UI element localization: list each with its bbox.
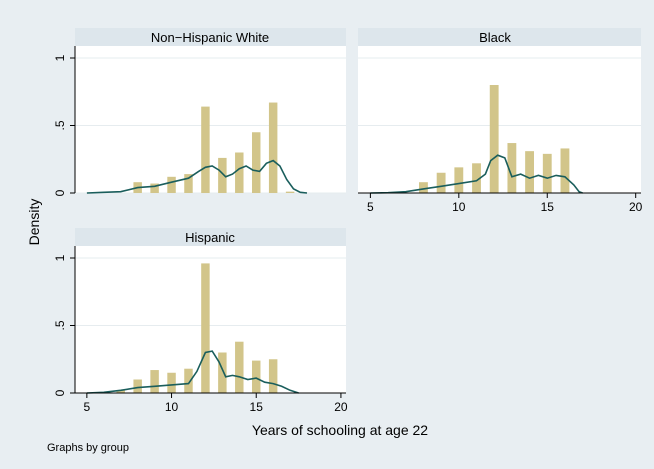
y-tick-label: 1: [53, 254, 67, 261]
bar: [201, 263, 210, 393]
panel-hispanic: Hispanic 0.51 5 10 15 20: [53, 228, 348, 414]
bar: [436, 172, 446, 193]
bar: [251, 360, 261, 393]
x-tick-label: 15: [541, 200, 555, 214]
y-axis-title: Density: [26, 199, 42, 246]
x-tick-label: 20: [629, 200, 643, 214]
panel-title: Non−Hispanic White: [151, 30, 269, 45]
kde-line: [86, 159, 308, 194]
bars-group: [75, 257, 346, 394]
x-axis-title: Years of schooling at age 22: [252, 422, 428, 438]
bar: [454, 167, 464, 193]
x-tick-label: 15: [250, 400, 264, 414]
panel-title: Black: [479, 30, 511, 45]
bar: [150, 183, 159, 193]
x-tick-label: 5: [84, 400, 91, 414]
y-tick-label: .5: [53, 120, 67, 130]
bar: [167, 176, 176, 193]
bar: [268, 359, 278, 393]
bar: [184, 174, 193, 193]
panel-title: Hispanic: [185, 230, 235, 245]
plot-area: [75, 246, 346, 393]
bar: [184, 368, 193, 393]
bar: [218, 157, 227, 193]
panel-strip: [75, 28, 346, 46]
y-ticks: 0.51: [53, 254, 75, 396]
panel-non-hispanic-white: Non−Hispanic White 0.51: [53, 28, 346, 196]
bar: [150, 370, 159, 393]
y-tick-label: 0: [53, 389, 67, 396]
x-tick-label: 5: [367, 200, 374, 214]
bar: [235, 152, 244, 193]
y-ticks: 0.51: [53, 54, 75, 196]
bar: [489, 85, 499, 193]
bar: [116, 390, 125, 393]
kde-line: [86, 350, 299, 394]
x-tick-label: 10: [452, 200, 466, 214]
bar: [167, 372, 176, 393]
bars-group: [75, 57, 346, 194]
bar: [251, 132, 261, 193]
bar: [419, 182, 428, 193]
x-tick-label: 10: [165, 400, 179, 414]
panel-strip: [358, 28, 641, 46]
bar: [235, 341, 244, 393]
y-tick-label: 0: [53, 189, 67, 196]
bar: [285, 191, 295, 193]
panel-strip: [75, 228, 346, 246]
bar: [560, 148, 570, 193]
bar: [201, 106, 210, 193]
x-ticks: 5 10 15 20: [367, 193, 643, 214]
y-tick-label: .5: [53, 320, 67, 330]
x-ticks: 5 10 15 20: [84, 393, 348, 414]
plot-area: [358, 46, 641, 193]
x-tick-label: 20: [334, 400, 348, 414]
bar: [525, 151, 534, 193]
panel-black: Black 5 10 15 20: [358, 28, 643, 214]
bar: [218, 352, 227, 393]
graphs-by-note: Graphs by group: [47, 442, 129, 454]
bar: [268, 102, 278, 193]
plot-area: [75, 46, 346, 193]
bar: [133, 379, 142, 393]
y-tick-label: 1: [53, 54, 67, 61]
kde-line: [370, 154, 583, 194]
bar: [542, 153, 552, 193]
bar: [472, 163, 481, 193]
bar: [507, 143, 517, 193]
